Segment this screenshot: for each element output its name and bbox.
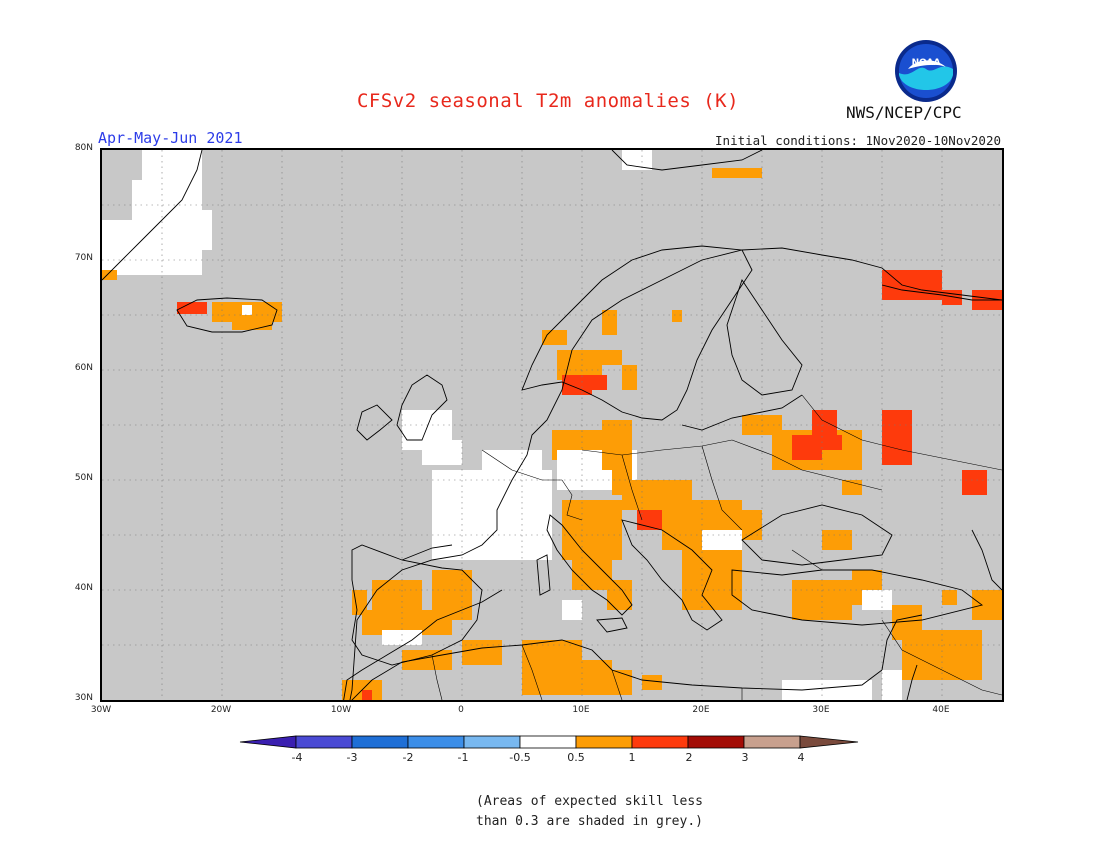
lat-label-70n: 70N (74, 253, 93, 263)
neutral-anomaly-cell (782, 680, 872, 700)
anomaly-map (100, 148, 1004, 702)
noaa-logo-icon: NOAA (895, 40, 957, 102)
colorbar-label: -2 (402, 751, 414, 764)
neutral-anomaly-cell (622, 150, 652, 170)
lon-label-40e: 40E (932, 705, 950, 715)
graticule (102, 150, 1002, 700)
neutral-anomaly-cell (562, 600, 582, 620)
colorbar-segment (295, 735, 353, 749)
colorbar-segment (743, 735, 801, 749)
colorbar-label: -0.5 (509, 751, 531, 764)
map-canvas (102, 150, 1002, 700)
warm-anomaly-cell (602, 420, 632, 470)
warm-anomaly-cell (822, 530, 852, 550)
lon-label-0: 0 (458, 705, 464, 715)
warm-anomaly-cell-strong (812, 410, 837, 435)
warm-anomaly-cell (712, 168, 762, 178)
neutral-anomaly-cell (522, 480, 552, 520)
warm-anomaly-cell (597, 350, 622, 365)
warm-anomaly-cell-strong (362, 690, 372, 700)
skill-note: (Areas of expected skill less than 0.3 a… (476, 792, 716, 832)
colorbar-arrow-high (799, 735, 859, 749)
warm-anomaly-cell (742, 510, 762, 540)
warm-anomaly-cell (972, 590, 1002, 620)
lon-label-10e: 10E (572, 705, 590, 715)
neutral-anomaly-cell (702, 530, 742, 550)
neutral-anomaly-cell (862, 590, 892, 610)
warm-anomaly-cell (902, 630, 982, 680)
neutral-anomaly-cell (382, 630, 422, 645)
lon-label-20e: 20E (692, 705, 710, 715)
colorbar-label: 2 (685, 751, 693, 764)
lon-label-20w: 20W (210, 705, 232, 715)
lat-label-50n: 50N (74, 473, 93, 483)
lon-label-30e: 30E (812, 705, 830, 715)
neutral-anomaly-cell (882, 670, 902, 700)
initial-conditions: Initial conditions: 1Nov2020-10Nov2020 (715, 133, 1001, 148)
colorbar (239, 735, 859, 749)
warm-anomaly-cell-strong (637, 510, 667, 530)
colorbar-label: 1 (628, 751, 636, 764)
warm-anomaly-cell (622, 365, 637, 390)
neutral-anomaly-cell (482, 450, 542, 480)
map-title: CFSv2 seasonal T2m anomalies (K) (356, 90, 740, 112)
warm-anomaly-cell (642, 675, 662, 690)
colorbar-segment (463, 735, 521, 749)
colorbar-segment (351, 735, 409, 749)
warm-anomaly-cell-strong (882, 270, 942, 300)
warm-anomaly-cell-strong (962, 470, 987, 495)
warm-anomaly-cell-strong (177, 302, 207, 314)
coastlines (102, 150, 1002, 700)
logo-text: NOAA (912, 58, 941, 68)
neutral-anomaly-cell (422, 440, 462, 465)
warm-anomaly-cell (232, 315, 272, 330)
neutral-anomaly-cell (242, 305, 252, 315)
warm-anomaly-cell (352, 590, 367, 615)
warm-anomaly-cell (942, 590, 957, 605)
warm-anomaly-cell-strong (882, 410, 912, 465)
colorbar-label: -1 (457, 751, 469, 764)
warm-anomaly-cell (722, 590, 742, 610)
warm-anomaly-cell (462, 640, 502, 665)
skill-note-line-1: (Areas of expected skill less (476, 794, 703, 809)
lat-label-60n: 60N (74, 363, 93, 373)
colorbar-segment (575, 735, 633, 749)
warm-anomaly-cell (402, 650, 452, 670)
lon-label-30w: 30W (90, 705, 112, 715)
colorbar-segment (519, 735, 577, 749)
warm-anomaly-cell (602, 670, 632, 695)
lat-label-30n: 30N (74, 693, 93, 703)
warm-anomaly-cell (607, 580, 632, 610)
warm-anomaly-cell (102, 270, 117, 280)
colorbar-label: 3 (741, 751, 749, 764)
neutral-anomaly-cell (162, 210, 212, 250)
warm-anomaly-cell-strong (592, 375, 607, 390)
warm-anomaly-cell (572, 550, 612, 590)
colorbar-segment (407, 735, 465, 749)
colorbar-arrow-low (239, 735, 297, 749)
warm-anomaly-cell (822, 450, 852, 470)
colorbar-label: 0.5 (567, 751, 585, 764)
colorbar-segment (631, 735, 689, 749)
anomaly-cells (102, 150, 1002, 700)
lon-label-10w: 10W (330, 705, 352, 715)
colorbar-label: 4 (797, 751, 805, 764)
lat-label-80n: 80N (74, 143, 93, 153)
colorbar-label: -4 (291, 751, 303, 764)
warm-anomaly-cell-strong (562, 375, 592, 395)
agency-label: NWS/NCEP/CPC (846, 103, 962, 122)
forecast-period: Apr-May-Jun 2021 (98, 129, 243, 147)
lat-label-40n: 40N (74, 583, 93, 593)
colorbar-label: -3 (346, 751, 358, 764)
warm-anomaly-cell (602, 310, 617, 335)
colorbar-segment (687, 735, 745, 749)
warm-anomaly-cell-strong (942, 290, 962, 305)
skill-note-line-2: than 0.3 are shaded in grey.) (476, 814, 703, 829)
warm-anomaly-cell (672, 310, 682, 322)
